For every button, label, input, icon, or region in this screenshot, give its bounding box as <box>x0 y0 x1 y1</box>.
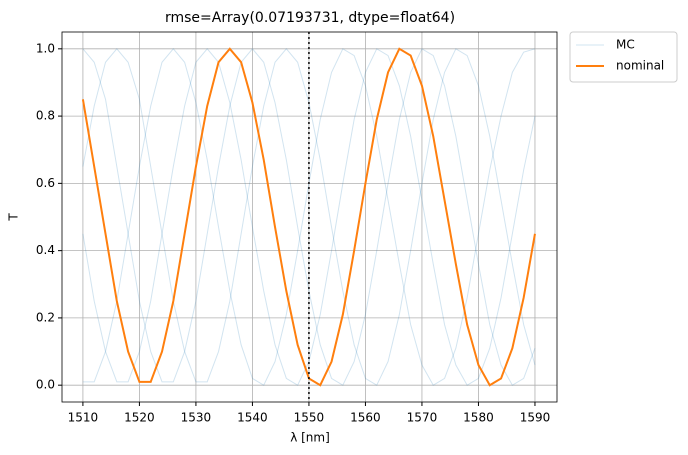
x-tick-label: 1590 <box>520 411 551 425</box>
x-tick-label: 1540 <box>237 411 268 425</box>
y-tick-label: 0.6 <box>36 176 55 190</box>
x-tick-label: 1560 <box>350 411 381 425</box>
x-tick-label: 1510 <box>68 411 99 425</box>
chart-title: rmse=Array(0.07193731, dtype=float64) <box>165 10 455 26</box>
x-axis-label: λ [nm] <box>290 431 330 445</box>
x-tick-label: 1520 <box>124 411 155 425</box>
x-tick-label: 1580 <box>463 411 494 425</box>
legend-label: nominal <box>616 59 664 73</box>
y-tick-label: 0.0 <box>36 378 55 392</box>
mc-line <box>82 48 536 386</box>
y-tick-label: 1.0 <box>36 41 55 55</box>
legend-label: MC <box>616 38 635 52</box>
y-tick-label: 0.2 <box>36 310 55 324</box>
y-tick-label: 0.4 <box>36 243 55 257</box>
x-tick-label: 1550 <box>294 411 325 425</box>
y-axis-label: T <box>7 213 21 222</box>
x-tick-label: 1530 <box>181 411 212 425</box>
mc-line <box>82 48 536 386</box>
y-tick-label: 0.8 <box>36 109 55 123</box>
legend-box <box>569 31 678 83</box>
plot-frame <box>61 31 558 403</box>
x-tick-label: 1570 <box>407 411 438 425</box>
